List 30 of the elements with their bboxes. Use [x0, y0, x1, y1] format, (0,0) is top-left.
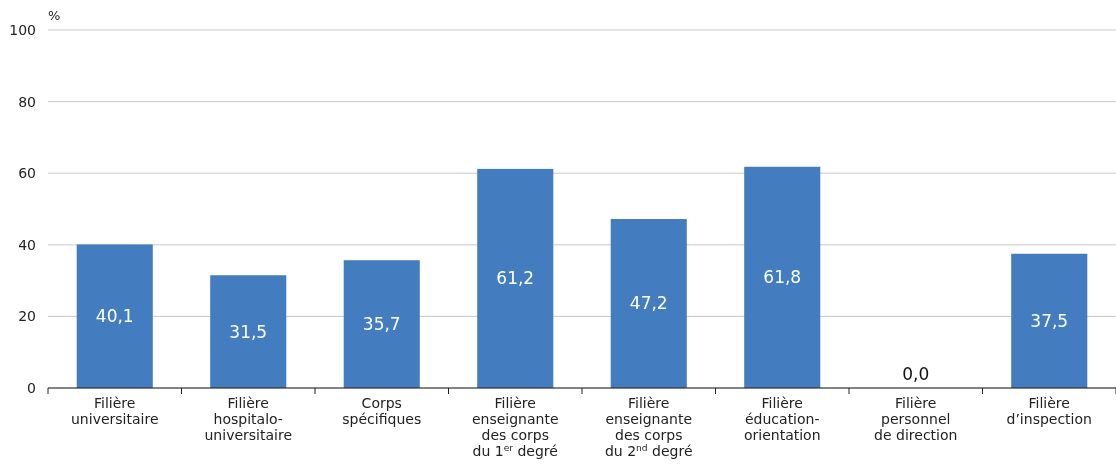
y-tick-label: 0	[27, 379, 36, 396]
y-tick-label: 100	[9, 21, 36, 38]
bar	[477, 168, 554, 388]
x-tick-label: Filière universitaire	[71, 395, 159, 427]
bar	[343, 260, 420, 388]
x-tick-label: Filière hospitalo- universitaire	[204, 395, 292, 443]
bar	[1011, 253, 1088, 388]
data-label: 31,5	[229, 321, 268, 342]
x-tick-label: Filière enseignante des corps du 2$^{nd}$ degré	[604, 395, 693, 459]
x-tick-label: Filière éducation- orientation	[743, 395, 821, 443]
data-label: 37,5	[1030, 310, 1069, 331]
x-tick-label: Filière personnel de direction	[874, 395, 958, 443]
y-tick-label: 20	[18, 308, 36, 325]
bar	[210, 275, 287, 388]
data-label: 0,0	[902, 364, 930, 384]
x-tick-label: Corps spécifiques	[342, 395, 422, 427]
y-tick-label: 60	[18, 165, 36, 182]
data-label: 61,2	[496, 268, 535, 289]
data-label: 40,1	[95, 306, 134, 327]
y-tick-label: 40	[18, 236, 36, 253]
data-label: 47,2	[629, 293, 668, 314]
x-tick-label: Filière d’inspection	[1006, 395, 1092, 427]
y-axis-title: %	[48, 8, 61, 23]
x-tick-label: Filière enseignante des corps du 1$^{er}$ degré	[471, 395, 559, 459]
data-label: 61,8	[763, 267, 802, 288]
bar	[610, 219, 687, 388]
bar	[76, 244, 153, 388]
data-label: 35,7	[362, 314, 401, 335]
bar	[744, 166, 821, 388]
y-tick-label: 80	[18, 93, 36, 110]
